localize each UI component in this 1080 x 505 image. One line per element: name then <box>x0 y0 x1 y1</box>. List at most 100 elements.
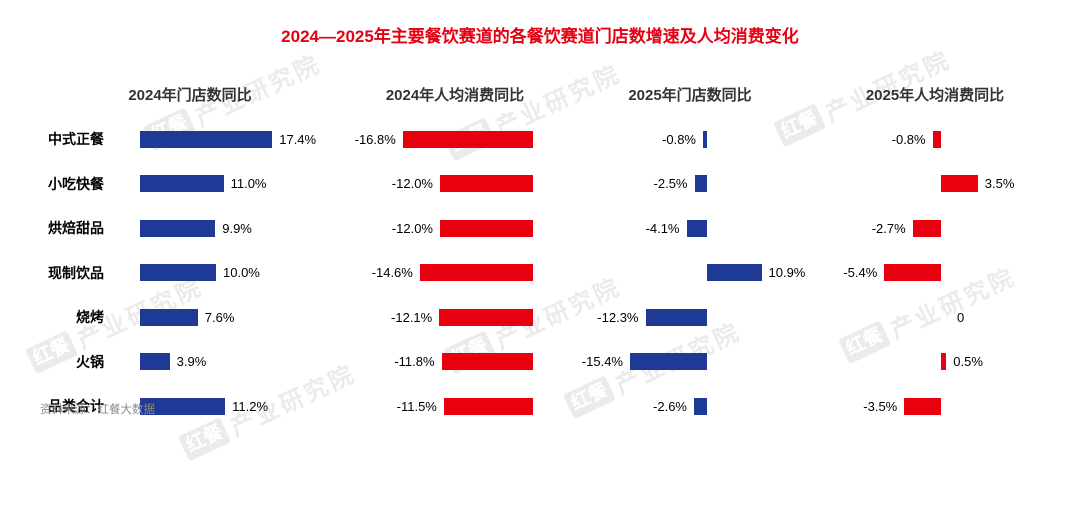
chart-row: 火锅 3.9% -11.8% -15.4% 0.5% <box>0 340 1080 385</box>
bar-2025-spend <box>884 264 941 282</box>
panel-2024-stores: 7.6% <box>140 308 336 326</box>
category-label: 中式正餐 <box>48 131 104 148</box>
bar-2025-stores <box>694 175 707 193</box>
value-label: 10.0% <box>223 265 260 281</box>
chart-row: 烧烤 7.6% -12.1% -12.3% 0 <box>0 295 1080 340</box>
panel-2025-stores: -12.3% <box>533 308 783 326</box>
negative-zone: -2.7% <box>783 219 941 237</box>
panel-2024-spend: -12.0% <box>336 219 533 237</box>
negative-zone: -0.8% <box>783 130 941 148</box>
value-label: -3.5% <box>863 398 898 414</box>
bar-2024-spend <box>441 353 533 371</box>
bar-2024-spend <box>439 308 533 326</box>
bar-2025-spend <box>912 219 941 237</box>
value-label: -12.0% <box>391 176 433 192</box>
bar-2024-stores <box>140 175 224 193</box>
value-label: 11.2% <box>232 398 269 414</box>
panel-2024-spend: -12.1% <box>336 308 533 326</box>
value-label: -12.1% <box>391 309 433 325</box>
value-label: -16.8% <box>354 131 396 147</box>
panel-2025-spend: -3.5% <box>783 397 1080 415</box>
panel-2024-stores: 11.0% <box>140 175 336 193</box>
panel-2025-spend: -0.8% <box>783 130 1080 148</box>
value-label: -2.5% <box>653 176 688 192</box>
value-label: 3.9% <box>176 354 207 370</box>
bar-2025-stores <box>694 397 707 415</box>
panel-2024-stores: 11.2% <box>140 397 336 415</box>
value-label: -0.8% <box>662 131 696 147</box>
positive-zone: 3.5% <box>941 175 1080 193</box>
category-label: 火锅 <box>76 353 104 370</box>
value-label: 0 <box>957 309 965 325</box>
panel-2024-spend: -12.0% <box>336 175 533 193</box>
bar-2025-spend <box>941 175 978 193</box>
negative-zone: -15.4% <box>533 353 707 371</box>
positive-zone: 0 <box>941 310 1080 325</box>
panel-2024-spend: -14.6% <box>336 264 533 282</box>
bar-2025-spend <box>941 353 947 371</box>
chart-row: 现制饮品 10.0% -14.6% 10.9% -5.4% <box>0 251 1080 296</box>
negative-zone: -5.4% <box>783 264 941 282</box>
panel-2024-stores: 3.9% <box>140 353 336 371</box>
value-label: -11.8% <box>394 354 435 370</box>
chart-row: 小吃快餐 11.0% -12.0% -2.5% 3.5% <box>0 162 1080 207</box>
bar-2025-spend <box>904 397 941 415</box>
value-label: -12.3% <box>597 309 639 325</box>
value-label: -2.7% <box>871 220 906 236</box>
column-header-2024-stores: 2024年门店数同比 <box>128 87 252 104</box>
panel-2025-spend: -5.4% <box>783 264 1080 282</box>
bar-2024-stores <box>140 308 198 326</box>
bar-2025-stores <box>703 130 707 148</box>
bar-2024-spend <box>402 130 533 148</box>
value-label: -0.8% <box>891 131 926 147</box>
bar-2025-stores <box>686 219 707 237</box>
positive-zone: 10.9% <box>707 264 806 282</box>
bar-2024-stores <box>140 219 216 237</box>
value-label: 17.4% <box>279 131 317 147</box>
panel-2025-spend: -2.7% <box>783 219 1080 237</box>
bar-2025-stores <box>707 264 762 282</box>
chart-row: 品类合计 11.2% -11.5% -2.6% -3.5% <box>0 384 1080 429</box>
positive-zone: 0.5% <box>941 353 1080 371</box>
panel-2024-spend: -16.8% <box>336 130 533 148</box>
category-label: 小吃快餐 <box>48 175 104 192</box>
negative-zone: -4.1% <box>533 219 707 237</box>
panel-2025-stores: -2.5% <box>533 175 783 193</box>
value-label: 0.5% <box>953 354 983 370</box>
column-headers: 2024年门店数同比 2024年人均消费同比 2025年门店数同比 2025年人… <box>0 87 1080 105</box>
value-label: -4.1% <box>645 220 680 236</box>
bar-2024-spend <box>419 264 533 282</box>
bar-2024-stores <box>140 353 170 371</box>
panel-2024-spend: -11.8% <box>336 353 533 371</box>
bar-2024-spend <box>443 397 533 415</box>
bar-2025-stores <box>645 308 707 326</box>
value-label: -11.5% <box>396 398 437 414</box>
category-label: 烘焙甜品 <box>48 220 104 237</box>
panel-2025-stores: -15.4% <box>533 353 783 371</box>
value-label: 10.9% <box>768 265 806 281</box>
negative-zone: -0.8% <box>533 130 707 148</box>
chart-row: 烘焙甜品 9.9% -12.0% -4.1% -2.7% <box>0 206 1080 251</box>
panel-2024-stores: 9.9% <box>140 219 336 237</box>
value-label: -5.4% <box>843 265 878 281</box>
bar-2024-stores <box>140 130 273 148</box>
value-label: 9.9% <box>222 220 252 236</box>
panel-2025-spend: 3.5% <box>783 175 1080 193</box>
negative-zone: -2.5% <box>533 175 707 193</box>
negative-zone: -2.6% <box>533 397 707 415</box>
negative-zone: -12.3% <box>533 308 707 326</box>
bar-2024-stores <box>140 397 226 415</box>
value-label: 7.6% <box>204 309 235 325</box>
panel-2025-spend: 0 <box>783 310 1080 325</box>
category-label: 品类合计 <box>48 398 104 415</box>
value-label: -14.6% <box>371 265 413 281</box>
value-label: 3.5% <box>984 176 1015 192</box>
panel-2024-spend: -11.5% <box>336 397 533 415</box>
chart-rows: 中式正餐 17.4% -16.8% -0.8% -0.8% 小吃快餐 11.0% -12.0%… <box>0 117 1080 429</box>
value-label: -15.4% <box>581 354 623 370</box>
panel-2025-spend: 0.5% <box>783 353 1080 371</box>
category-label: 现制饮品 <box>48 264 104 281</box>
panel-2025-stores: -0.8% <box>533 130 783 148</box>
bar-2024-stores <box>140 264 216 282</box>
